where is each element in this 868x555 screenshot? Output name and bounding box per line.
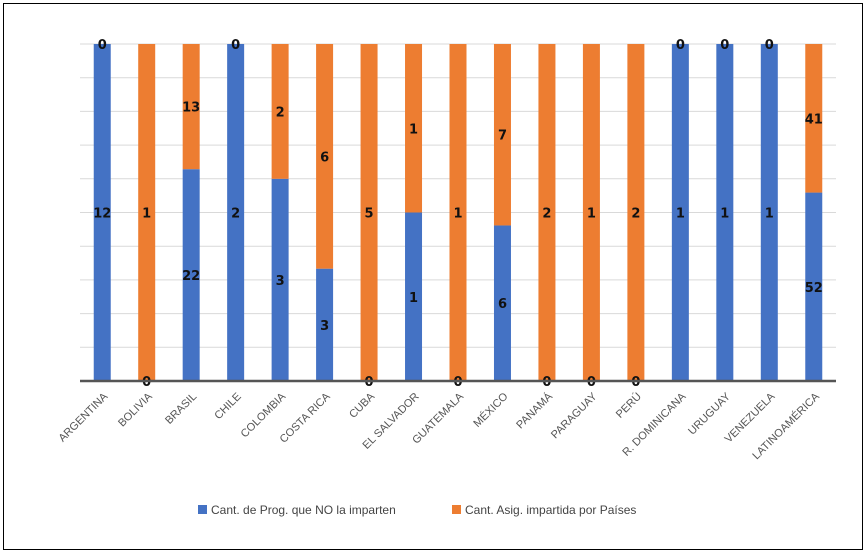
legend-label: Cant. de Prog. que NO la imparten (211, 503, 396, 517)
bar-chile-no-imparten (227, 44, 245, 381)
bar-brasil-impartida (182, 44, 200, 170)
data-label-no-imparten: 12 (93, 207, 111, 222)
data-label-impartida: 13 (182, 101, 200, 116)
x-tick-label: BOLIVIA (116, 390, 155, 429)
bar-venezuela-no-imparten (760, 44, 778, 381)
data-label-impartida: 0 (98, 38, 107, 53)
bar-uruguay-no-imparten (716, 44, 734, 381)
data-label-impartida: 0 (676, 38, 685, 53)
bars (93, 44, 823, 381)
data-label-no-imparten: 0 (453, 375, 462, 390)
x-tick-label: CUBA (347, 390, 378, 421)
data-label-impartida: 0 (231, 38, 240, 53)
bar-el-salvador-impartida (405, 44, 423, 213)
legend-swatch (198, 505, 207, 514)
data-label-impartida: 5 (365, 207, 374, 222)
bar-m-xico-impartida (493, 44, 511, 226)
data-label-impartida: 2 (542, 207, 551, 222)
bar-latinoam-rica-no-imparten (805, 192, 823, 381)
data-label-no-imparten: 0 (587, 375, 596, 390)
data-label-impartida: 1 (409, 122, 418, 137)
data-label-no-imparten: 1 (409, 291, 418, 306)
data-label-impartida: 1 (142, 207, 151, 222)
bar-bolivia-impartida (138, 44, 156, 381)
legend: Cant. de Prog. que NO la imparten Cant. A… (198, 503, 636, 517)
x-tick-label: PANAMÁ (514, 389, 556, 431)
bar-guatemala-impartida (449, 44, 467, 381)
data-label-impartida: 1 (453, 207, 462, 222)
bar-per--impartida (627, 44, 645, 381)
x-tick-label: URUGUAY (686, 390, 733, 437)
x-tick-label: BRASIL (163, 391, 199, 427)
bar-panam--impartida (538, 44, 556, 381)
data-label-impartida: 41 (805, 112, 823, 127)
data-label-no-imparten: 1 (676, 207, 685, 222)
bar-argentina-no-imparten (93, 44, 111, 381)
bar-latinoam-rica-impartida (805, 44, 823, 193)
data-label-impartida: 1 (587, 207, 596, 222)
data-label-no-imparten: 3 (276, 274, 285, 289)
data-label-no-imparten: 1 (720, 207, 729, 222)
x-tick-label: MÉXICO (471, 390, 511, 430)
data-label-impartida: 0 (765, 38, 774, 53)
data-label-impartida: 2 (631, 207, 640, 222)
data-labels: 12 0 0 1 22 13 2 0 3 2 3 6 0 5 1 1 0 1 6 7 0 2 0 1 0 2 1 0 1 0 1 0 52 41 (93, 38, 823, 390)
bar-brasil-no-imparten (182, 169, 200, 381)
data-label-impartida: 6 (320, 150, 329, 165)
x-tick-label: CHILE (212, 391, 243, 422)
x-tick-label: PERÚ (613, 390, 644, 421)
data-label-no-imparten: 6 (498, 297, 507, 312)
data-label-no-imparten: 2 (231, 207, 240, 222)
data-label-no-imparten: 0 (365, 375, 374, 390)
bar-r-dominicana-no-imparten (671, 44, 689, 381)
bar-colombia-impartida (271, 44, 289, 179)
data-label-no-imparten: 52 (805, 281, 823, 296)
x-tick-label: PARAGUAY (549, 390, 600, 441)
bar-costa-rica-no-imparten (316, 268, 334, 381)
data-label-no-imparten: 0 (631, 375, 640, 390)
bar-el-salvador-no-imparten (405, 212, 423, 381)
legend-swatch (452, 505, 461, 514)
bar-cuba-impartida (360, 44, 378, 381)
data-label-impartida: 2 (276, 105, 285, 120)
data-label-no-imparten: 0 (542, 375, 551, 390)
bar-paraguay-impartida (582, 44, 600, 381)
data-label-no-imparten: 22 (182, 269, 200, 284)
data-label-no-imparten: 3 (320, 319, 329, 334)
x-tick-label: ARGENTINA (56, 390, 110, 444)
data-label-no-imparten: 0 (142, 375, 151, 390)
data-label-impartida: 7 (498, 129, 507, 144)
chart-frame: 12 0 0 1 22 13 2 0 3 2 3 6 0 5 1 1 0 1 6 7 0 2 0 1 0 2 1 0 1 0 1 0 52 41 … (3, 3, 863, 550)
bar-costa-rica-impartida (316, 44, 334, 269)
bar-colombia-no-imparten (271, 178, 289, 381)
x-tick-labels: ARGENTINA BOLIVIA BRASIL CHILECOLOMBIACOSTA… (56, 389, 822, 462)
legend-label: Cant. Asig. impartida por Países (465, 503, 636, 517)
data-label-impartida: 0 (720, 38, 729, 53)
data-label-no-imparten: 1 (765, 207, 774, 222)
bar-m-xico-no-imparten (493, 225, 511, 381)
